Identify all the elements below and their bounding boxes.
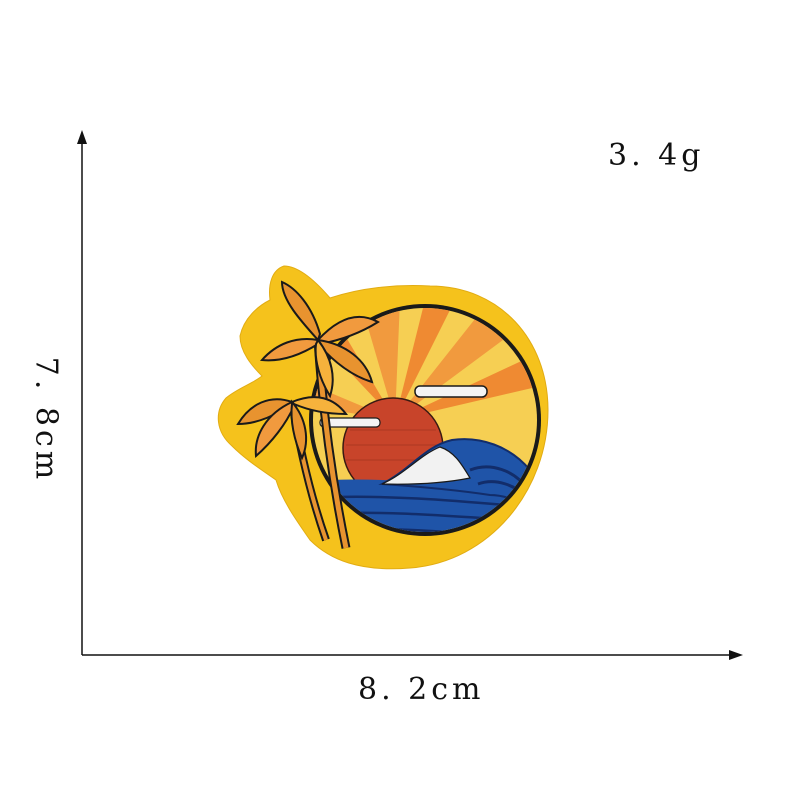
width-arrowhead: [729, 650, 743, 660]
height-arrowhead: [77, 130, 87, 144]
palm-tree-icon: [236, 280, 380, 549]
embroidered-patch: [217, 265, 549, 570]
height-label: 7. 8cm: [28, 356, 64, 484]
patch-scene: [313, 308, 537, 532]
width-label: 8. 2cm: [358, 672, 485, 707]
wave-icon: [378, 438, 537, 517]
weight-label: 3. 4g: [608, 138, 705, 173]
cloud-icon: [319, 385, 488, 428]
sea: [313, 479, 537, 532]
